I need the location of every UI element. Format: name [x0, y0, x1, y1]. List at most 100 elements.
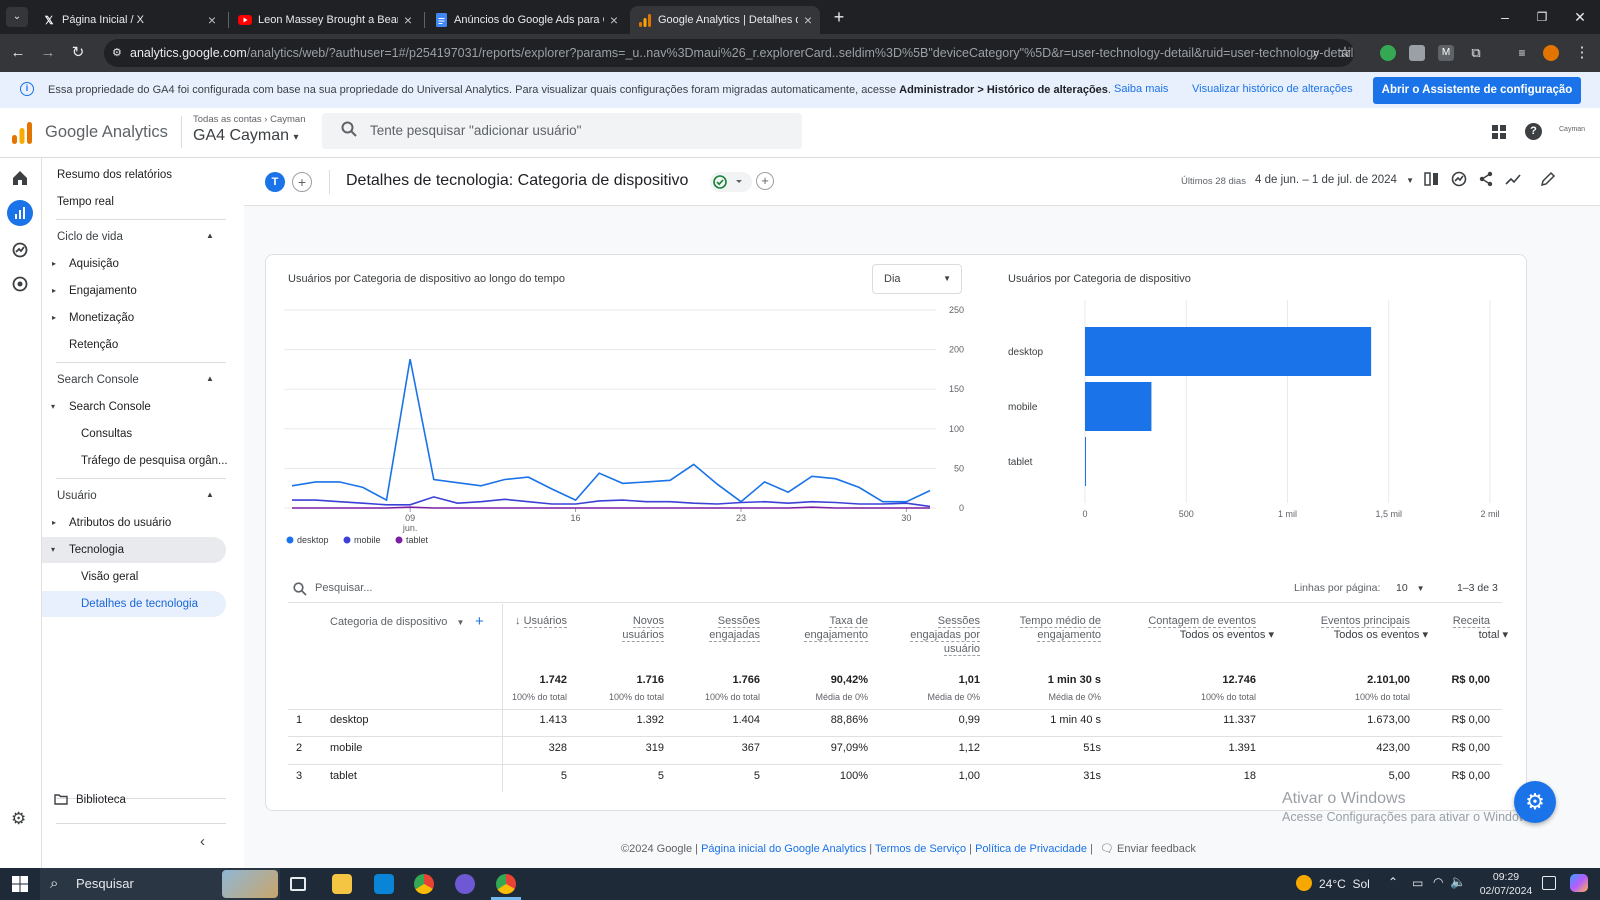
extension-grey-icon[interactable]: [1409, 45, 1425, 61]
column-header[interactable]: Tempo médio de engajamento: [941, 614, 1101, 642]
file-explorer-icon[interactable]: [332, 874, 352, 894]
task-view-icon[interactable]: [290, 877, 306, 891]
column-header[interactable]: ↓ Usuários: [407, 614, 567, 628]
reports-icon[interactable]: [7, 200, 33, 226]
reload-icon[interactable]: ↻: [71, 44, 85, 61]
add-comparison-icon[interactable]: +: [292, 172, 312, 192]
event-filter-dropdown[interactable]: total ▾: [1478, 629, 1508, 641]
nav-queries[interactable]: Consultas: [81, 428, 133, 440]
nav-acquisition[interactable]: Aquisição: [69, 258, 119, 270]
edit-pencil-icon[interactable]: [1540, 171, 1556, 187]
close-window-button[interactable]: ✕: [1574, 9, 1586, 25]
chrome-active-icon[interactable]: [496, 874, 516, 894]
chevron-up-icon[interactable]: ▲: [206, 374, 214, 383]
extension-m-icon[interactable]: M: [1438, 45, 1454, 61]
taskbar-search-highlight-icon[interactable]: [222, 870, 278, 898]
column-header[interactable]: Sessões engajadas por usuário: [820, 614, 980, 656]
help-icon[interactable]: ?: [1525, 123, 1542, 140]
admin-gear-icon[interactable]: ⚙: [11, 809, 27, 828]
chevron-up-icon[interactable]: ▲: [206, 231, 214, 240]
column-header[interactable]: Novos usuários: [504, 614, 664, 642]
extensions-puzzle-icon[interactable]: ⧉: [1471, 45, 1481, 60]
sort-arrow-icon[interactable]: ↓: [515, 615, 524, 627]
ga-home-link[interactable]: Página inicial do Google Analytics: [701, 843, 867, 855]
extension-green-icon[interactable]: [1380, 45, 1396, 61]
chevron-up-icon[interactable]: ▲: [206, 490, 214, 499]
close-icon[interactable]: ×: [403, 12, 412, 28]
nav-section-search-console[interactable]: Search Console: [57, 374, 139, 386]
nav-tech-details[interactable]: Detalhes de tecnologia: [81, 598, 198, 610]
nav-monetization[interactable]: Monetização: [69, 312, 135, 324]
add-dimension-icon[interactable]: +: [475, 613, 484, 630]
insights-icon[interactable]: [1451, 171, 1467, 187]
nav-section-user[interactable]: Usuário: [57, 490, 97, 502]
event-filter-dropdown[interactable]: Todos os eventos ▾: [1333, 629, 1428, 641]
report-status-check-icon[interactable]: [710, 172, 752, 192]
profile-avatar[interactable]: [1543, 45, 1559, 61]
rows-per-page-select[interactable]: 10 ▼: [1396, 582, 1425, 594]
forward-arrow-icon[interactable]: →: [40, 44, 56, 61]
nav-retention[interactable]: Retenção: [69, 339, 119, 351]
new-tab-button[interactable]: +: [833, 7, 845, 27]
media-control-icon[interactable]: ≡: [1518, 46, 1526, 60]
trend-icon[interactable]: [1505, 171, 1521, 187]
granularity-dropdown[interactable]: Dia ▼: [872, 264, 962, 294]
nav-section-lifecycle[interactable]: Ciclo de vida: [57, 231, 123, 243]
column-header[interactable]: Sessões engajadas: [600, 614, 760, 642]
browser-menu-icon[interactable]: ⋮: [1574, 44, 1590, 61]
site-info-icon[interactable]: ⚙: [112, 47, 122, 59]
property-selector[interactable]: GA4 Cayman ▾: [193, 127, 299, 144]
nav-user-attributes[interactable]: Atributos do usuário: [69, 517, 172, 529]
clock[interactable]: 09:29 02/07/2024: [1476, 870, 1536, 898]
tab-youtube[interactable]: Leon Massey Brought a Bear | T ×: [230, 6, 420, 34]
windows-start-icon[interactable]: [12, 876, 28, 892]
nav-library[interactable]: Biblioteca: [76, 794, 126, 806]
event-filter-dropdown[interactable]: Todos os eventos ▾: [1179, 629, 1274, 641]
open-setup-assistant-button[interactable]: Abrir o Assistente de configuração: [1373, 77, 1581, 104]
terms-link[interactable]: Termos de Serviço: [874, 843, 967, 855]
search-input[interactable]: Tente pesquisar "adicionar usuário": [322, 113, 802, 149]
view-history-link[interactable]: Visualizar histórico de alterações: [1192, 83, 1353, 95]
privacy-link[interactable]: Política de Privacidade: [975, 843, 1087, 855]
tray-display-icon[interactable]: ▭: [1412, 876, 1424, 890]
column-header[interactable]: Receita total ▾: [1330, 614, 1508, 642]
close-icon[interactable]: ×: [207, 12, 216, 28]
nav-overview[interactable]: Visão geral: [81, 571, 139, 583]
send-feedback-link[interactable]: Enviar feedback: [1116, 843, 1196, 855]
apps-grid-icon[interactable]: [1492, 125, 1506, 139]
tab-google-ads-doc[interactable]: Anúncios do Google Ads para C ×: [426, 6, 626, 34]
account-breadcrumb[interactable]: Todas as contas › Cayman: [193, 114, 306, 125]
learn-more-link[interactable]: Saiba mais: [1114, 83, 1169, 95]
bookmark-star-icon[interactable]: ☆: [1338, 44, 1352, 61]
column-header[interactable]: Eventos principais Todos os eventos ▾: [1250, 614, 1428, 642]
restore-button[interactable]: ❐: [1536, 10, 1548, 24]
volume-icon[interactable]: 🔈: [1450, 874, 1467, 889]
home-icon[interactable]: [12, 170, 28, 186]
nav-realtime[interactable]: Tempo real: [57, 196, 114, 208]
nav-search-console[interactable]: Search Console: [69, 401, 151, 413]
nav-report-summary[interactable]: Resumo dos relatórios: [57, 169, 173, 181]
address-bar[interactable]: ⚙ analytics.google.com/analytics/web/?au…: [104, 39, 1354, 67]
back-arrow-icon[interactable]: ←: [10, 44, 26, 61]
share-icon[interactable]: [1478, 171, 1494, 187]
nav-engagement[interactable]: Engajamento: [69, 285, 137, 297]
close-icon[interactable]: ×: [609, 12, 618, 28]
date-range-picker[interactable]: 4 de jun. – 1 de jul. de 2024 ▼: [1255, 174, 1415, 186]
copilot-icon[interactable]: [1570, 874, 1588, 892]
nav-technology[interactable]: Tecnologia: [69, 544, 124, 556]
settings-assistant-fab[interactable]: ⚙: [1514, 781, 1556, 823]
collapse-nav-icon[interactable]: ‹: [200, 833, 205, 850]
tab-search-icon[interactable]: ⌄: [6, 7, 28, 27]
tab-x[interactable]: 𝕏 Página Inicial / X ×: [34, 6, 224, 34]
advertising-icon[interactable]: [12, 276, 28, 292]
dimension-selector[interactable]: Categoria de dispositivo ▼: [330, 616, 465, 628]
column-header[interactable]: Contagem de eventos Todos os eventos ▾: [1096, 614, 1274, 642]
minimize-button[interactable]: –: [1501, 9, 1509, 25]
add-filter-icon[interactable]: +: [756, 172, 774, 190]
wifi-icon[interactable]: ◠: [1433, 875, 1444, 889]
ga-logo-icon[interactable]: [12, 122, 32, 144]
tab-google-analytics[interactable]: Google Analytics | Detalhes de ×: [630, 6, 820, 34]
chrome-icon[interactable]: [414, 874, 434, 894]
notifications-icon[interactable]: [1542, 876, 1556, 890]
table-search-input[interactable]: Pesquisar...: [315, 582, 373, 594]
